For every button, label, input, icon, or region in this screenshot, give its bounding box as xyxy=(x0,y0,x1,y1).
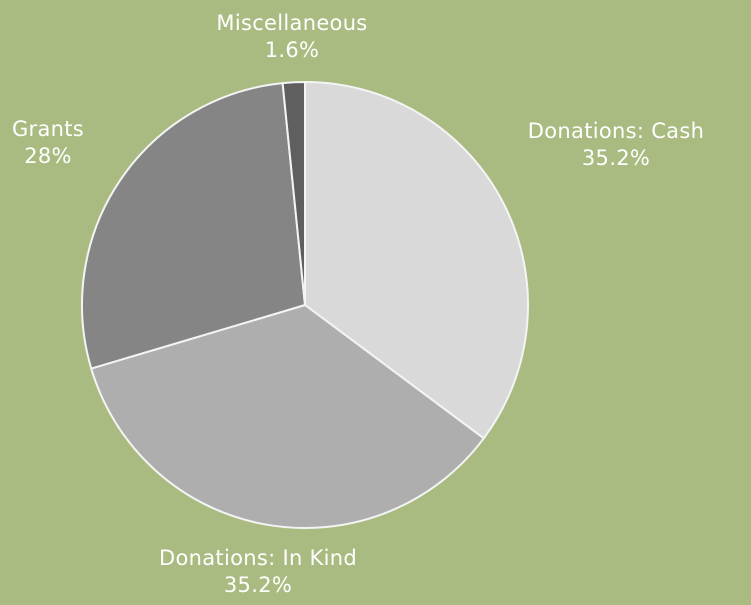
slice-value-donations-cash: 35.2% xyxy=(581,146,651,170)
slice-name-miscellaneous: Miscellaneous xyxy=(216,11,368,35)
slice-name-donations-cash: Donations: Cash xyxy=(527,119,705,143)
slice-label-donations-in-kind: Donations: In Kind 35.2% xyxy=(108,545,408,599)
slice-value-miscellaneous: 1.6% xyxy=(264,38,320,62)
pie-slice-grants xyxy=(81,82,306,370)
slice-value-donations-in-kind: 35.2% xyxy=(223,573,293,597)
slice-label-donations-cash: Donations: Cash 35.2% xyxy=(486,118,746,172)
slice-name-grants: Grants xyxy=(11,117,85,141)
pie-slice-donations-cash xyxy=(304,81,529,440)
slice-label-grants: Grants 28% xyxy=(0,116,96,170)
slice-name-donations-in-kind: Donations: In Kind xyxy=(159,546,357,570)
pie-slice-miscellaneous xyxy=(281,81,306,306)
pie-slice-donations-in-kind xyxy=(90,304,485,529)
slice-label-miscellaneous: Miscellaneous 1.6% xyxy=(170,10,414,64)
slice-value-grants: 28% xyxy=(24,144,72,168)
